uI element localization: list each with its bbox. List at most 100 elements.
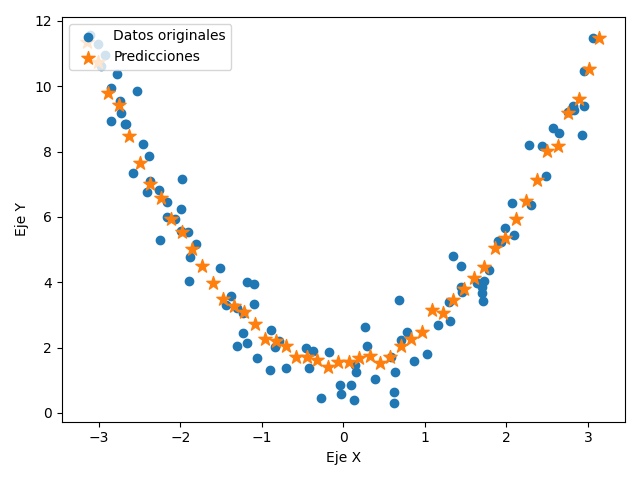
Datos originales <box>127 169 138 177</box>
Datos originales <box>132 87 143 95</box>
Datos originales <box>226 292 236 300</box>
Predicciones <box>500 234 511 242</box>
Datos originales <box>524 142 534 149</box>
Datos originales <box>215 264 225 272</box>
Datos originales <box>232 304 242 312</box>
Datos originales <box>568 102 579 110</box>
Predicciones <box>364 353 374 360</box>
Datos originales <box>548 124 558 132</box>
Datos originales <box>145 177 155 185</box>
Datos originales <box>335 381 346 389</box>
Predicciones <box>291 353 301 360</box>
Datos originales <box>362 342 372 349</box>
Predicciones <box>552 142 563 150</box>
Datos originales <box>265 366 275 373</box>
Datos originales <box>388 388 399 396</box>
Datos originales <box>336 391 346 398</box>
Predicciones <box>218 295 228 303</box>
Predicciones <box>145 180 156 188</box>
Datos originales <box>444 299 454 306</box>
Datos originales <box>316 395 326 402</box>
Datos originales <box>221 301 232 309</box>
Predicciones <box>281 342 291 350</box>
Datos originales <box>507 200 517 207</box>
Predicciones <box>438 310 448 317</box>
Predicciones <box>584 66 594 73</box>
Datos originales <box>270 343 280 351</box>
Predicciones <box>573 95 584 102</box>
Predicciones <box>417 328 427 336</box>
Datos originales <box>477 297 488 305</box>
Datos originales <box>569 106 579 114</box>
Datos originales <box>184 277 195 285</box>
Predicciones <box>595 34 605 41</box>
Predicciones <box>511 215 521 223</box>
Predicciones <box>114 101 124 109</box>
Predicciones <box>542 147 552 155</box>
Datos originales <box>182 228 193 236</box>
Predicciones <box>458 285 468 293</box>
Predicciones <box>406 336 417 343</box>
Datos originales <box>509 231 519 239</box>
Datos originales <box>163 213 173 221</box>
Datos originales <box>238 309 248 317</box>
Datos originales <box>579 102 589 109</box>
Datos originales <box>106 118 116 125</box>
Datos originales <box>401 328 412 336</box>
Predicciones <box>260 335 270 342</box>
Datos originales <box>563 108 573 116</box>
Datos originales <box>477 283 488 291</box>
Datos originales <box>242 278 252 286</box>
Datos originales <box>526 201 536 208</box>
Datos originales <box>536 142 547 149</box>
Predicciones <box>312 357 323 364</box>
Datos originales <box>308 348 318 355</box>
Datos originales <box>85 31 95 39</box>
Datos originales <box>447 252 458 260</box>
Datos originales <box>394 296 404 303</box>
Datos originales <box>241 339 252 347</box>
Datos originales <box>433 322 443 329</box>
Predicciones <box>187 245 197 253</box>
Datos originales <box>95 62 106 70</box>
Predicciones <box>375 359 385 367</box>
Predicciones <box>344 358 354 365</box>
Datos originales <box>252 354 262 362</box>
Datos originales <box>138 140 148 148</box>
Datos originales <box>120 120 131 128</box>
Predicciones <box>563 109 573 117</box>
Datos originales <box>396 336 406 344</box>
Predicciones <box>250 321 260 328</box>
Datos originales <box>577 131 587 139</box>
Datos originales <box>232 342 242 350</box>
Datos originales <box>472 279 482 287</box>
Datos originales <box>409 357 419 365</box>
Datos originales <box>100 51 110 59</box>
Datos originales <box>116 109 126 117</box>
Datos originales <box>390 368 401 376</box>
Predicciones <box>354 355 364 362</box>
Datos originales <box>170 216 180 223</box>
Datos originales <box>184 253 195 261</box>
Datos originales <box>422 350 432 358</box>
Predicciones <box>271 336 281 344</box>
Predicciones <box>385 353 396 360</box>
Datos originales <box>176 205 186 213</box>
Datos originales <box>445 317 455 325</box>
Predicciones <box>156 194 166 202</box>
Datos originales <box>154 186 164 193</box>
Datos originales <box>115 97 125 105</box>
Predicciones <box>532 176 542 184</box>
Predicciones <box>93 58 103 66</box>
Predicciones <box>83 38 93 46</box>
Datos originales <box>112 70 122 77</box>
Predicciones <box>197 263 207 270</box>
Datos originales <box>175 227 186 235</box>
Datos originales <box>106 84 116 92</box>
Predicciones <box>103 89 113 97</box>
Predicciones <box>166 215 176 223</box>
Datos originales <box>93 40 103 48</box>
Datos originales <box>456 283 466 291</box>
Datos originales <box>386 353 396 361</box>
Datos originales <box>266 326 276 334</box>
